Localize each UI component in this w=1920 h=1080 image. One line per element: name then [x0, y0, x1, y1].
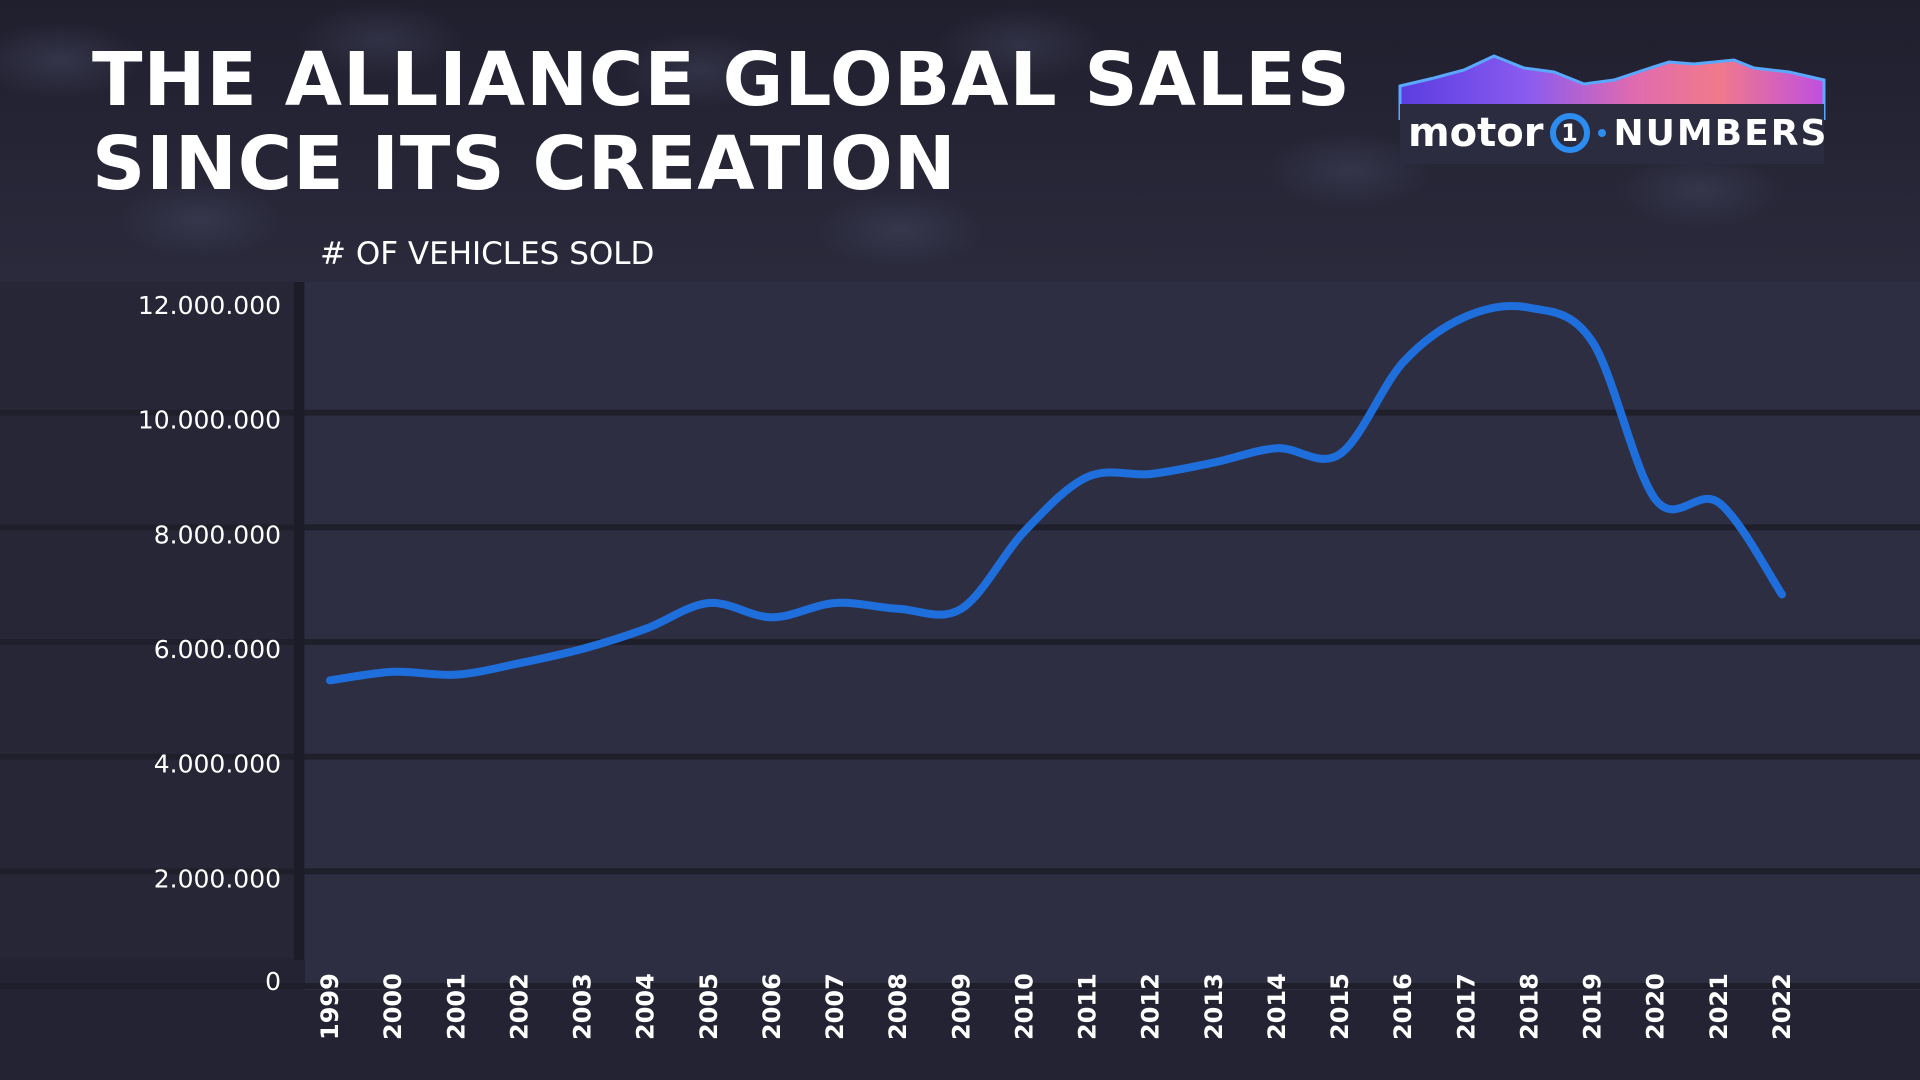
- x-tick-label: 2014: [1263, 973, 1291, 1040]
- x-tick-label: 2007: [821, 973, 849, 1040]
- logo-dot-icon: [1597, 129, 1606, 137]
- x-tick-label: 2012: [1137, 973, 1165, 1040]
- x-tick-label: 2011: [1074, 973, 1102, 1040]
- x-tick-label: 2017: [1452, 973, 1480, 1040]
- logo-bar: [1400, 104, 1824, 164]
- x-tick-label: 2008: [884, 973, 912, 1040]
- logo-numbers: NUMBERS: [1613, 112, 1829, 154]
- logo-brand: motor: [1408, 110, 1544, 156]
- x-tick-label: 2000: [379, 973, 407, 1040]
- motor1-numbers-logo: motor 1 NUMBERS: [1394, 50, 1830, 170]
- chart-title: THE ALLIANCE GLOBAL SALES SINCE ITS CREA…: [92, 38, 1351, 206]
- y-tick-label: 6.000.000: [154, 635, 281, 664]
- y-tick-label: 8.000.000: [154, 520, 281, 549]
- y-tick-label: 0: [265, 967, 281, 996]
- x-tick-label: 2019: [1579, 973, 1607, 1040]
- x-tick-label: 2018: [1515, 973, 1543, 1040]
- x-tick-label: 2006: [758, 973, 786, 1040]
- y-tick-label: 10.000.000: [138, 406, 281, 435]
- x-tick-label: 1999: [316, 973, 344, 1040]
- logo-mark: 1: [1561, 119, 1578, 147]
- logo-ring-icon: 1: [1549, 113, 1590, 153]
- y-tick-label: 4.000.000: [154, 750, 281, 779]
- y-tick-label: 12.000.000: [138, 291, 281, 320]
- x-tick-label: 2002: [505, 973, 533, 1040]
- x-tick-label: 2021: [1705, 973, 1733, 1040]
- x-tick-label: 2022: [1768, 973, 1796, 1040]
- y-axis-label: # OF VEHICLES SOLD: [320, 236, 655, 272]
- y-tick-label: 2.000.000: [154, 864, 281, 893]
- chart-title-line-1: THE ALLIANCE GLOBAL SALES: [92, 37, 1351, 123]
- x-tick-label: 2015: [1326, 973, 1354, 1040]
- chart-title-line-2: SINCE ITS CREATION: [92, 121, 957, 207]
- x-tick-label: 2001: [442, 973, 470, 1040]
- x-tick-label: 2009: [947, 973, 975, 1040]
- logo-text: motor 1 NUMBERS: [1408, 108, 1828, 158]
- x-tick-label: 2013: [1200, 973, 1228, 1040]
- x-tick-label: 2003: [569, 973, 597, 1040]
- x-tick-label: 2005: [695, 973, 723, 1040]
- plot-area: [305, 282, 1920, 990]
- x-tick-label: 2004: [632, 973, 660, 1040]
- x-tick-label: 2016: [1389, 973, 1417, 1040]
- x-tick-label: 2020: [1642, 973, 1670, 1040]
- x-tick-label: 2010: [1010, 973, 1038, 1040]
